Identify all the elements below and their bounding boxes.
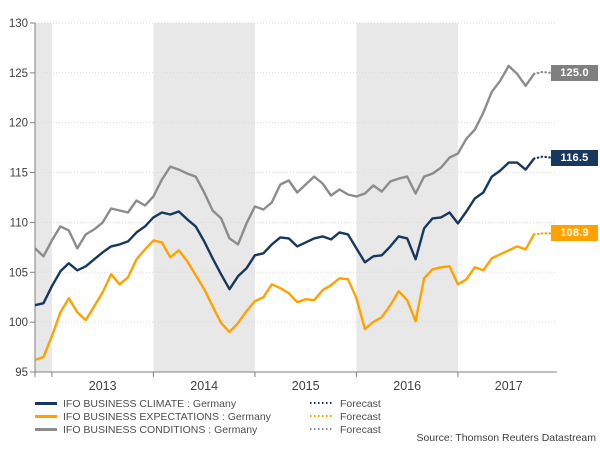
y-axis-tick-label: 100 <box>9 317 28 329</box>
legend-row-climate: IFO BUSINESS CLIMATE : Germany Forecast <box>35 398 555 411</box>
legend-line-swatch-conditions <box>35 427 57 431</box>
line-expectations <box>34 233 536 362</box>
line-climate <box>34 157 535 307</box>
legend-label-conditions: IFO BUSINESS CONDITIONS : Germany <box>63 424 258 436</box>
forecast-line-expectations <box>532 232 553 236</box>
legend-row-expectations: IFO BUSINESS EXPECTATIONS : Germany Fore… <box>35 411 555 424</box>
y-axis-tick-label: 95 <box>15 367 28 379</box>
legend-label-expectations: IFO BUSINESS EXPECTATIONS : Germany <box>63 411 271 423</box>
legend-forecast-label-conditions: Forecast <box>340 424 381 436</box>
legend-forecast-swatch-climate <box>310 402 334 405</box>
legend-forecast-climate: Forecast <box>310 398 381 411</box>
legend-label-climate: IFO BUSINESS CLIMATE : Germany <box>63 398 237 410</box>
legend-row-conditions: IFO BUSINESS CONDITIONS : Germany Foreca… <box>35 424 555 437</box>
y-axis-tick-label: 125 <box>9 68 28 80</box>
shaded-year-band <box>35 23 52 372</box>
y-axis-tick-label: 120 <box>9 118 28 130</box>
x-axis-year-label: 2014 <box>190 379 218 393</box>
legend-line-swatch-climate <box>35 401 57 405</box>
forecast-line-climate <box>532 155 553 160</box>
y-axis-tick-label: 105 <box>9 267 28 279</box>
legend: IFO BUSINESS CLIMATE : Germany Forecast … <box>35 398 555 437</box>
legend-forecast-conditions: Forecast <box>310 424 381 437</box>
shaded-year-band <box>356 23 458 372</box>
y-axis-tick-label: 115 <box>10 168 28 180</box>
legend-forecast-swatch-expectations <box>310 415 334 418</box>
legend-forecast-expectations: Forecast <box>310 411 381 424</box>
end-value-badge-climate: 116.5 <box>551 150 598 166</box>
end-value-badge-expectations: 108.9 <box>551 225 598 241</box>
legend-forecast-swatch-conditions <box>310 428 334 431</box>
x-axis-year-label: 2016 <box>393 379 421 393</box>
forecast-line-conditions <box>532 70 553 75</box>
y-axis-tick-label: 130 <box>9 18 28 30</box>
line-conditions <box>34 64 535 258</box>
legend-forecast-label-climate: Forecast <box>340 398 381 410</box>
x-axis-year-label: 2015 <box>292 379 320 393</box>
x-axis-year-label: 2013 <box>89 379 117 393</box>
x-axis-year-label: 2017 <box>495 379 523 393</box>
y-axis-tick-label: 110 <box>10 217 28 229</box>
legend-line-swatch-expectations <box>35 414 57 418</box>
source-credit: Source: Thomson Reuters Datastream <box>416 432 596 444</box>
legend-forecast-label-expectations: Forecast <box>340 411 381 423</box>
end-value-badge-conditions: 125.0 <box>551 65 598 81</box>
shaded-year-band <box>153 23 255 372</box>
